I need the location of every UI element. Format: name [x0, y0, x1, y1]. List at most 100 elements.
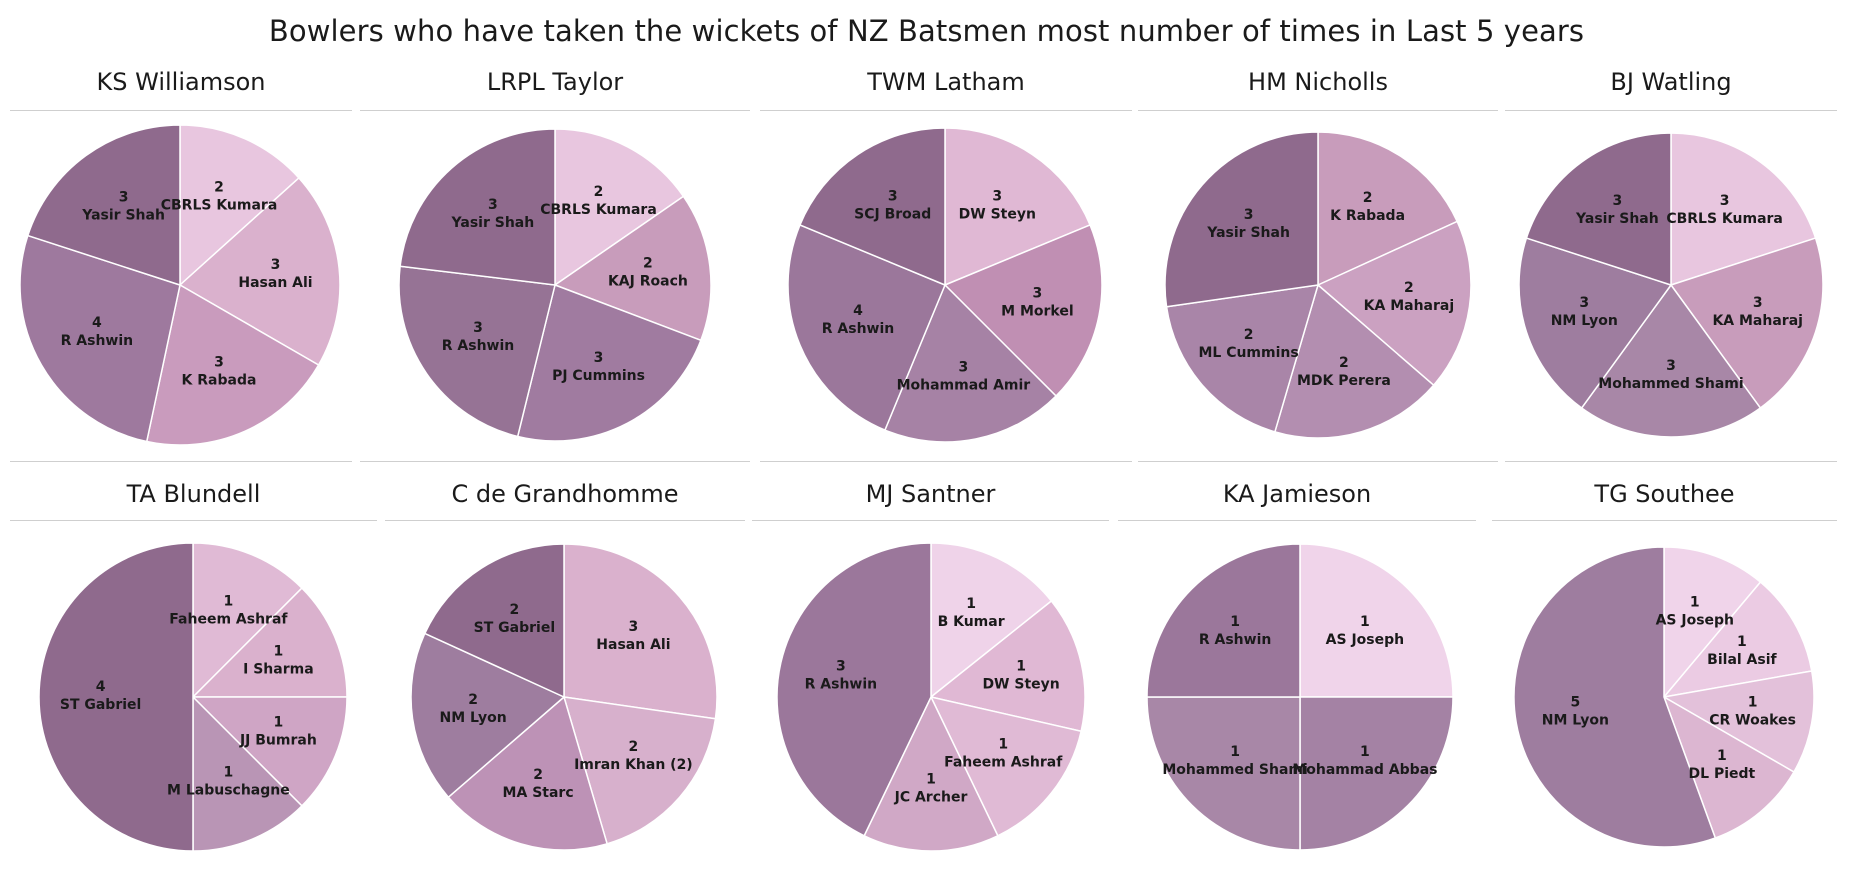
pie-slice-st-gabriel[interactable] [423, 543, 565, 699]
slice-value-label: 1 [224, 764, 234, 780]
pie-slice-dw-steyn[interactable] [944, 127, 1092, 287]
pie-slice-scj-broad[interactable] [798, 127, 946, 287]
slice-name-label: Faheem Ashraf [944, 755, 1063, 771]
slice-value-label: 2 [510, 602, 520, 618]
pie-slice-kaj-roach[interactable] [553, 195, 712, 342]
pie-slice-ka-maharaj[interactable] [1316, 220, 1472, 387]
slice-name-label: AS Joseph [1656, 612, 1734, 628]
slice-name-label: Yasir Shah [1575, 211, 1659, 227]
slice-name-label: CBRLS Kumara [540, 202, 657, 218]
pie-panel-ka-jamieson: KA Jamieson [1118, 0, 1476, 870]
pie-slice-bilal-asif[interactable] [1662, 581, 1813, 699]
slice-value-label: 2 [643, 256, 653, 272]
pie-slice-faheem-ashraf[interactable] [929, 695, 1083, 837]
pie-slice-yasir-shah[interactable] [1164, 131, 1319, 308]
pie-slice-r-ashwin[interactable] [776, 542, 932, 837]
slice-name-label: DL Piedt [1689, 766, 1756, 782]
slice-name-label: R Ashwin [1199, 632, 1272, 648]
pie-panel-tg-southee: TG Southee [1492, 0, 1837, 870]
slice-value-label: 1 [274, 714, 284, 730]
pie-slice-nm-lyon[interactable] [1518, 237, 1673, 410]
pie-slice-nm-lyon[interactable] [1513, 546, 1717, 848]
pie-slice-cbrls-kumara[interactable] [554, 128, 685, 287]
pie-slice-yasir-shah[interactable] [399, 128, 556, 286]
slice-name-label: MDK Perera [1297, 373, 1391, 389]
pie-slice-ma-starc[interactable] [447, 695, 609, 851]
slice-value-label: 3 [271, 257, 281, 273]
slice-name-label: SCJ Broad [854, 207, 931, 223]
pie-slice-cbrls-kumara[interactable] [179, 124, 300, 287]
slice-name-label: KAJ Roach [608, 274, 688, 290]
title-divider [10, 110, 352, 111]
slice-value-label: 2 [1339, 355, 1349, 371]
slice-value-label: 2 [629, 739, 639, 755]
pie-chart: 3 DW Steyn 3 M Morkel 3 Mohammad Amir 4 R Ashwi… [787, 127, 1103, 443]
pie-slice-r-ashwin[interactable] [1146, 543, 1301, 698]
slice-name-label: B Kumar [938, 614, 1005, 630]
pie-slice-dl-piedt[interactable] [1662, 695, 1795, 839]
pie-slice-st-gabriel[interactable] [38, 542, 194, 852]
slice-name-label: I Sharma [243, 662, 314, 678]
pie-slice-mdk-perera[interactable] [1273, 283, 1435, 439]
pie-slice-hasan-ali[interactable] [178, 176, 341, 367]
pie-slice-yasir-shah[interactable] [1525, 132, 1672, 287]
title-divider [760, 110, 1132, 111]
pie-slice-nm-lyon[interactable] [410, 632, 566, 799]
pie-slice-mohammad-abbas[interactable] [1299, 696, 1454, 851]
slice-name-label: M Morkel [1001, 303, 1074, 319]
pie-slice-r-ashwin[interactable] [19, 234, 181, 443]
slice-value-label: 1 [1360, 614, 1370, 630]
slice-name-label: NM Lyon [439, 710, 506, 726]
pie-title: KA Jamieson [1222, 480, 1372, 508]
pie-slice-m-labuschagne[interactable] [192, 695, 303, 852]
pie-slice-mohammad-amir[interactable] [883, 283, 1058, 443]
pie-title: TA Blundell [126, 480, 261, 508]
pie-slice-r-ashwin[interactable] [787, 223, 946, 432]
slice-name-label: Faheem Ashraf [169, 612, 288, 628]
pie-slice-b-kumar[interactable] [930, 542, 1053, 699]
slice-name-label: CR Woakes [1709, 713, 1796, 729]
slice-value-label: 2 [214, 179, 224, 195]
pie-slice-mohammed-shami[interactable] [1580, 283, 1762, 438]
slice-name-label: Bilal Asif [1707, 652, 1777, 668]
pie-slice-cr-woakes[interactable] [1661, 670, 1815, 774]
slice-name-label: Mohammed Shami [1598, 376, 1743, 392]
slice-value-label: 3 [1666, 358, 1676, 374]
slice-value-label: 1 [1748, 695, 1758, 711]
pie-title: KS Williamson [96, 68, 266, 96]
pie-slice-i-sharma[interactable] [191, 587, 348, 698]
slice-value-label: 3 [629, 619, 639, 635]
slice-value-label: 3 [836, 658, 846, 674]
title-divider [1492, 520, 1837, 521]
pie-slice-yasir-shah[interactable] [26, 124, 181, 287]
pie-title: TWM Latham [867, 68, 1025, 96]
pie-slice-r-ashwin[interactable] [398, 265, 556, 438]
slice-value-label: 3 [488, 197, 498, 213]
title-divider [360, 110, 750, 111]
pie-slice-k-rabada[interactable] [145, 283, 320, 446]
pie-slice-jc-archer[interactable] [863, 695, 999, 852]
pie-slice-faheem-ashraf[interactable] [192, 542, 303, 699]
pie-slice-k-rabada[interactable] [1317, 131, 1459, 287]
pie-slice-imran-khan-2[interactable] [562, 696, 717, 845]
slice-value-label: 3 [992, 189, 1002, 205]
slice-value-label: 3 [119, 189, 129, 205]
slice-value-label: 1 [1717, 748, 1727, 764]
pie-slice-ml-cummins[interactable] [1165, 284, 1320, 433]
pie-slice-pj-cummins[interactable] [516, 283, 702, 442]
pie-slice-hasan-ali[interactable] [563, 543, 718, 720]
pie-title: LRPL Taylor [486, 68, 624, 96]
pie-slice-mohammed-shami[interactable] [1146, 696, 1301, 851]
slice-value-label: 2 [1244, 327, 1254, 343]
pie-slice-dw-steyn[interactable] [929, 599, 1086, 733]
pie-slice-as-joseph[interactable] [1299, 543, 1454, 698]
pie-chart: 3 CBRLS Kumara 3 KA Maharaj 3 Mohammed Shami 3… [1518, 132, 1824, 438]
pie-slice-cbrls-kumara[interactable] [1670, 132, 1817, 287]
slice-name-label: R Ashwin [442, 338, 515, 354]
slice-name-label: NM Lyon [1542, 713, 1609, 729]
pie-slice-jj-bumrah[interactable] [191, 696, 348, 807]
pie-slice-m-morkel[interactable] [943, 223, 1103, 398]
pie-panel-ta-blundell: TA Blundell [10, 0, 377, 870]
pie-slice-as-joseph[interactable] [1663, 546, 1762, 700]
pie-slice-ka-maharaj[interactable] [1669, 237, 1824, 410]
